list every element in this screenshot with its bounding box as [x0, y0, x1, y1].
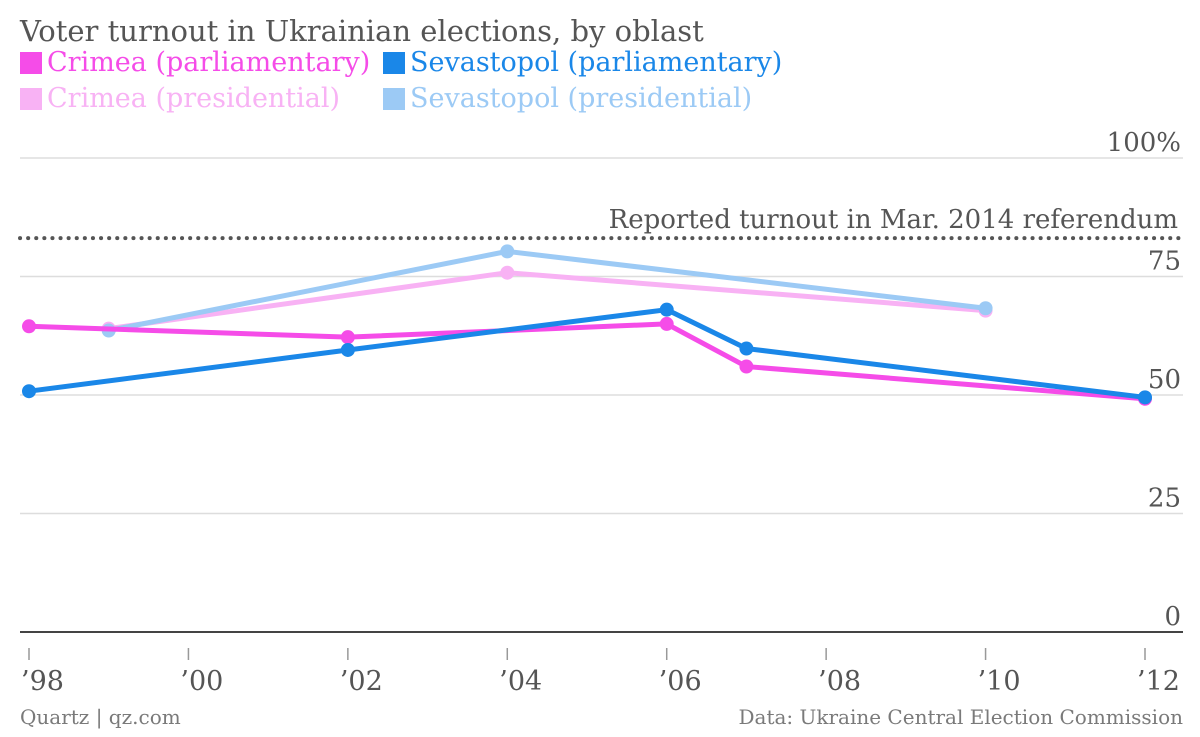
y-tick-label: 75 — [1148, 247, 1181, 277]
gridlines — [20, 157, 1183, 515]
x-tick-label: ’06 — [659, 666, 702, 697]
y-tick-label: 0 — [1164, 602, 1181, 632]
series-crimea-parliamentary — [22, 316, 1152, 406]
x-tick-label: ’98 — [21, 666, 64, 697]
data-point — [22, 319, 36, 334]
referendum-annotation: Reported turnout in Mar. 2014 referendum — [609, 205, 1178, 235]
y-tick-label: 100% — [1107, 128, 1181, 158]
x-tick-label: ’12 — [1137, 666, 1180, 697]
series-line — [106, 248, 989, 334]
x-axis: ’98 ’00 ’02 ’04 ’06 ’08 ’10 ’12 — [20, 631, 1183, 697]
series-line — [106, 270, 989, 332]
data-point — [340, 342, 355, 357]
x-tick-label: ’02 — [340, 666, 383, 697]
x-tick-label: ’04 — [499, 666, 542, 697]
chart-title: Voter turnout in Ukrainian elections, by… — [19, 14, 704, 48]
legend-swatch — [20, 88, 42, 110]
x-tick-label: ’10 — [978, 666, 1021, 697]
data-point — [500, 244, 515, 259]
legend-label: Sevastopol (parliamentary) — [410, 47, 782, 78]
legend-swatch — [383, 88, 405, 110]
legend-label: Sevastopol (presidential) — [410, 83, 752, 114]
data-point — [659, 302, 674, 317]
series-lines — [22, 244, 1152, 406]
legend-label: Crimea (presidential) — [47, 83, 340, 114]
data-point — [22, 384, 36, 399]
data-point — [500, 265, 515, 280]
legend-swatch — [383, 52, 405, 74]
data-source: Data: Ukraine Central Election Commissio… — [738, 705, 1183, 729]
x-tick-label: ’00 — [180, 666, 223, 697]
y-tick-label: 50 — [1148, 365, 1181, 395]
legend-swatch — [20, 52, 42, 74]
x-tick-label: ’08 — [818, 666, 861, 697]
series-sevastopol-parliamentary — [22, 302, 1152, 405]
data-point — [659, 316, 674, 331]
data-point — [739, 341, 754, 356]
data-point — [340, 330, 355, 345]
data-point — [978, 301, 993, 316]
reference-line-group: Reported turnout in Mar. 2014 referendum — [18, 205, 1185, 241]
series-line — [26, 321, 1148, 402]
y-axis-ticks: 0 25 50 75 100% — [1107, 128, 1181, 632]
source-credit: Quartz | qz.com — [20, 705, 181, 730]
data-point — [1138, 390, 1152, 405]
legend: Crimea (parliamentary) Sevastopol (parlia… — [20, 47, 782, 114]
y-tick-label: 25 — [1148, 484, 1181, 514]
data-point — [739, 359, 754, 374]
legend-label: Crimea (parliamentary) — [47, 47, 370, 78]
